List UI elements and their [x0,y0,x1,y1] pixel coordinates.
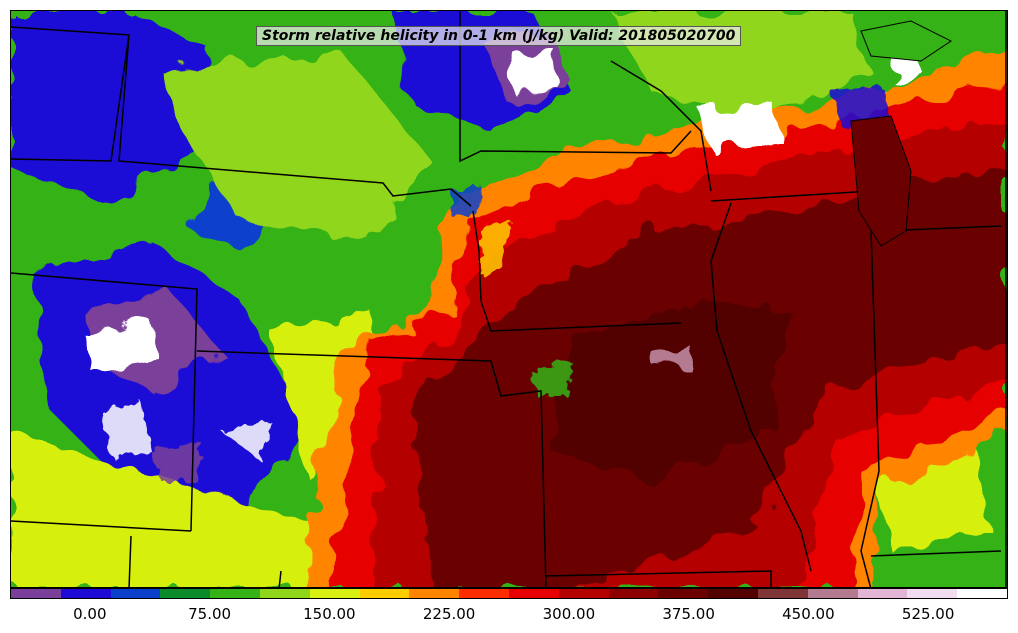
colorbar-segment [957,589,1007,598]
lake-michigan [850,115,912,247]
border-kansas [196,350,547,587]
colorbar-tick-label: 225.00 [422,605,476,623]
colorbar-segment [409,589,460,598]
colorbar-segment [210,589,260,598]
colorbar-segment [708,589,758,598]
border-nw [11,26,130,162]
state-borders [11,11,1007,587]
border-wy-co [11,272,198,532]
border-ok-ar [545,570,772,587]
border-iowa-missouri [472,210,682,332]
border-ky-tn [870,550,1002,557]
colorbar-segment [459,589,509,598]
extreme-srh-core [551,301,791,481]
mid-srh-band-south [11,431,331,587]
colorbar-segment [658,589,709,598]
speckle-2 [151,441,201,481]
colorbar-segment [757,589,808,598]
colorbar-segment [857,589,908,598]
colorbar-segment [508,589,559,598]
border-mississippi [710,202,812,572]
colorbar-segment [110,589,161,598]
lake-superior [860,20,952,62]
border-mn-wi [610,60,712,192]
colorbar-segment [558,589,609,598]
border-tx-panhandle [128,535,132,587]
colorbar-segment [11,589,61,598]
speckle-4 [531,361,571,396]
colorbar-segment [160,589,211,598]
max-negative-spot-west [81,321,161,371]
border-ok [278,570,282,587]
border-minnesota-iowa [459,11,692,163]
speckle-6 [831,86,891,126]
border-co-nm [11,520,192,532]
colorbar-tick-label: 150.00 [303,605,356,623]
low-srh-patch [191,181,271,251]
speckle-1 [101,401,151,456]
colorbar-tick-label: 375.00 [662,605,715,623]
max-srh-spot-central [651,346,691,369]
colorbar-ticks: 0.00 75.00 150.00 225.00 300.00 375.00 450.00 5… [0,600,1018,630]
colorbar-segment [359,589,410,598]
colorbar-segment [60,589,111,598]
helicity-field [11,11,1007,587]
speckle-3 [221,421,271,461]
colorbar-segment [259,589,310,598]
map-panel: Storm relative helicity in 0-1 km (J/kg)… [10,10,1008,588]
helicity-map [11,11,1007,587]
mid-srh-band-north [161,51,431,241]
colorbar [10,588,1008,599]
speckle-5 [481,221,511,276]
colorbar-segment [907,589,958,598]
colorbar-tick-label: 0.00 [73,605,107,623]
max-negative-spot-north [511,46,556,96]
lakes [850,20,952,247]
colorbar-tick-label: 450.00 [782,605,835,623]
low-srh-north-west [11,11,211,201]
border-dakota-nebraska [118,34,472,207]
colorbar-segment [309,589,360,598]
border-il-in [860,230,880,587]
colorbar-tick-label: 300.00 [542,605,596,623]
max-srh-spot-north [701,101,781,151]
colorbar-tick-label: 525.00 [901,605,955,623]
colorbar-segment [608,589,659,598]
map-title: Storm relative helicity in 0-1 km (J/kg)… [256,26,742,46]
colorbar-tick-label: 75.00 [188,605,232,623]
colorbar-segment [807,589,858,598]
